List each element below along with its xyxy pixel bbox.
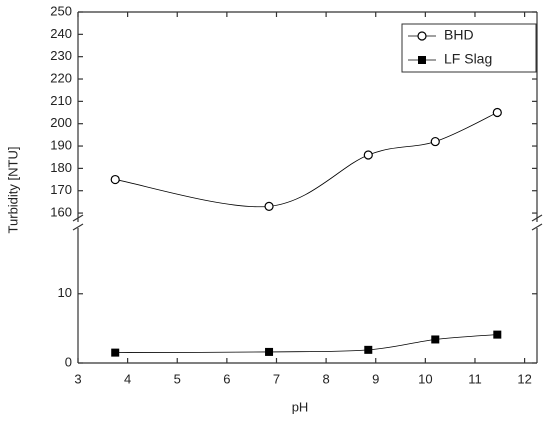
- x-tick-label: 8: [322, 371, 329, 386]
- y-tick-label: 240: [50, 26, 72, 41]
- y-tick-label: 0: [65, 354, 72, 369]
- y-tick-label: 200: [50, 115, 72, 130]
- y-axis-label: Turbidity [NTU]: [5, 147, 20, 234]
- data-point: [364, 345, 373, 354]
- legend-marker: [417, 31, 427, 41]
- legend-label: BHD: [444, 27, 474, 43]
- y-tick-label: 180: [50, 160, 72, 175]
- data-point: [431, 335, 440, 344]
- y-tick-label: 190: [50, 137, 72, 152]
- y-tick-label: 230: [50, 48, 72, 63]
- data-point: [493, 330, 502, 339]
- series-line: [115, 112, 498, 208]
- x-tick-label: 12: [517, 371, 531, 386]
- y-tick-label: 170: [50, 182, 72, 197]
- x-axis-label: pH: [292, 399, 309, 414]
- legend-marker: [418, 56, 426, 64]
- data-point: [110, 174, 120, 185]
- data-point: [265, 347, 274, 356]
- axis-break: [72, 214, 543, 231]
- data-point: [363, 150, 373, 160]
- y-tick-label: 160: [50, 205, 72, 220]
- series-line: [115, 334, 498, 354]
- legend-label: LF Slag: [444, 51, 492, 67]
- y-tick-label: 10: [58, 285, 72, 300]
- x-tick-label: 6: [223, 371, 230, 386]
- y-tick-label: 210: [50, 93, 72, 108]
- data-point: [111, 348, 120, 357]
- x-tick-label: 4: [124, 371, 131, 386]
- x-tick-label: 9: [372, 371, 379, 386]
- data-point: [492, 107, 502, 118]
- x-tick-label: 7: [273, 371, 280, 386]
- y-tick-label: 250: [50, 3, 72, 18]
- x-tick-label: 3: [74, 371, 81, 386]
- data-point: [430, 136, 440, 147]
- y-tick-label: 220: [50, 70, 72, 85]
- x-tick-label: 11: [468, 371, 482, 386]
- x-tick-label: 5: [174, 371, 181, 386]
- data-point: [264, 201, 274, 211]
- x-tick-label: 10: [418, 371, 432, 386]
